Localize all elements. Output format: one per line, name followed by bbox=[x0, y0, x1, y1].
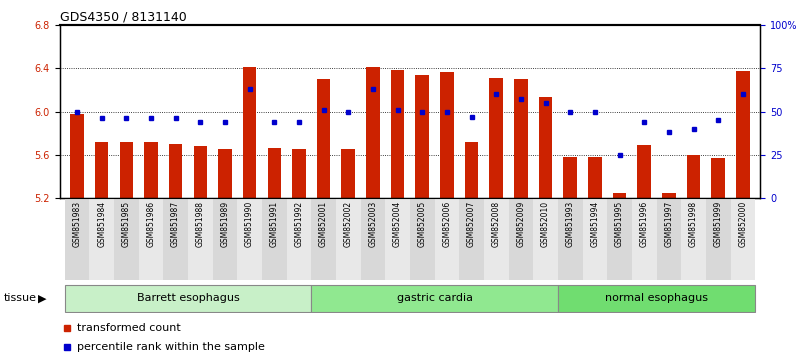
Text: GSM852010: GSM852010 bbox=[541, 201, 550, 247]
Bar bbox=[163, 198, 188, 280]
Text: GSM851999: GSM851999 bbox=[714, 201, 723, 247]
Bar bbox=[317, 79, 330, 198]
Bar bbox=[539, 97, 552, 198]
Text: GSM852005: GSM852005 bbox=[418, 201, 427, 247]
Bar bbox=[632, 198, 657, 280]
Bar bbox=[607, 198, 632, 280]
Text: transformed count: transformed count bbox=[77, 323, 181, 333]
Text: GSM851997: GSM851997 bbox=[665, 201, 673, 247]
Bar bbox=[514, 79, 528, 198]
Text: GSM851985: GSM851985 bbox=[122, 201, 131, 247]
Bar bbox=[657, 198, 681, 280]
Bar bbox=[243, 67, 256, 198]
Bar bbox=[213, 198, 237, 280]
Text: GSM852009: GSM852009 bbox=[517, 201, 525, 247]
Text: tissue: tissue bbox=[4, 293, 37, 303]
Bar bbox=[262, 198, 287, 280]
Text: GSM852000: GSM852000 bbox=[739, 201, 747, 247]
Text: normal esophagus: normal esophagus bbox=[605, 293, 708, 303]
Bar bbox=[114, 198, 139, 280]
Bar bbox=[361, 198, 385, 280]
Bar bbox=[218, 149, 232, 198]
Text: GSM852001: GSM852001 bbox=[319, 201, 328, 247]
Bar bbox=[70, 114, 84, 198]
Bar bbox=[336, 198, 361, 280]
Bar bbox=[533, 198, 558, 280]
Text: GSM851998: GSM851998 bbox=[689, 201, 698, 247]
Text: GSM852002: GSM852002 bbox=[344, 201, 353, 247]
Text: ▶: ▶ bbox=[38, 293, 47, 303]
Text: GSM851994: GSM851994 bbox=[591, 201, 599, 247]
Bar bbox=[435, 198, 459, 280]
Text: GSM852006: GSM852006 bbox=[443, 201, 451, 247]
Bar bbox=[662, 193, 676, 198]
Text: percentile rank within the sample: percentile rank within the sample bbox=[77, 342, 265, 352]
Bar bbox=[484, 198, 509, 280]
Bar bbox=[613, 193, 626, 198]
Bar bbox=[509, 198, 533, 280]
Bar bbox=[588, 157, 602, 198]
Bar bbox=[558, 285, 755, 312]
Bar bbox=[64, 285, 311, 312]
Text: GDS4350 / 8131140: GDS4350 / 8131140 bbox=[60, 11, 186, 24]
Bar bbox=[139, 198, 163, 280]
Text: GSM852008: GSM852008 bbox=[492, 201, 501, 247]
Text: Barrett esophagus: Barrett esophagus bbox=[137, 293, 240, 303]
Bar bbox=[64, 198, 89, 280]
Bar bbox=[638, 145, 651, 198]
Text: GSM851984: GSM851984 bbox=[97, 201, 106, 247]
Text: GSM852003: GSM852003 bbox=[369, 201, 377, 247]
Bar bbox=[681, 198, 706, 280]
Bar bbox=[366, 67, 380, 198]
Bar bbox=[144, 142, 158, 198]
Bar bbox=[385, 198, 410, 280]
Bar bbox=[341, 149, 355, 198]
Text: gastric cardia: gastric cardia bbox=[396, 293, 473, 303]
Text: GSM851988: GSM851988 bbox=[196, 201, 205, 247]
Bar bbox=[416, 75, 429, 198]
Text: GSM851990: GSM851990 bbox=[245, 201, 254, 247]
Bar bbox=[583, 198, 607, 280]
Bar bbox=[440, 73, 454, 198]
Bar bbox=[193, 146, 207, 198]
Bar bbox=[287, 198, 311, 280]
Text: GSM851992: GSM851992 bbox=[295, 201, 303, 247]
Bar bbox=[95, 142, 108, 198]
Bar bbox=[490, 78, 503, 198]
Bar bbox=[188, 198, 213, 280]
Text: GSM851993: GSM851993 bbox=[566, 201, 575, 247]
Text: GSM851983: GSM851983 bbox=[72, 201, 81, 247]
Bar bbox=[311, 198, 336, 280]
Text: GSM851986: GSM851986 bbox=[146, 201, 155, 247]
Bar bbox=[292, 149, 306, 198]
Bar bbox=[89, 198, 114, 280]
Bar bbox=[119, 142, 133, 198]
Bar bbox=[731, 198, 755, 280]
Bar bbox=[237, 198, 262, 280]
Bar bbox=[391, 70, 404, 198]
Text: GSM852007: GSM852007 bbox=[467, 201, 476, 247]
Text: GSM851995: GSM851995 bbox=[615, 201, 624, 247]
Text: GSM851987: GSM851987 bbox=[171, 201, 180, 247]
Text: GSM851996: GSM851996 bbox=[640, 201, 649, 247]
Bar bbox=[736, 72, 750, 198]
Bar bbox=[459, 198, 484, 280]
Text: GSM851989: GSM851989 bbox=[220, 201, 229, 247]
Text: GSM852004: GSM852004 bbox=[393, 201, 402, 247]
Bar bbox=[687, 155, 700, 198]
Text: GSM851991: GSM851991 bbox=[270, 201, 279, 247]
Bar bbox=[311, 285, 558, 312]
Bar bbox=[706, 198, 731, 280]
Bar bbox=[564, 157, 577, 198]
Bar bbox=[558, 198, 583, 280]
Bar bbox=[465, 142, 478, 198]
Bar bbox=[169, 144, 182, 198]
Bar bbox=[410, 198, 435, 280]
Bar bbox=[712, 158, 725, 198]
Bar bbox=[267, 148, 281, 198]
